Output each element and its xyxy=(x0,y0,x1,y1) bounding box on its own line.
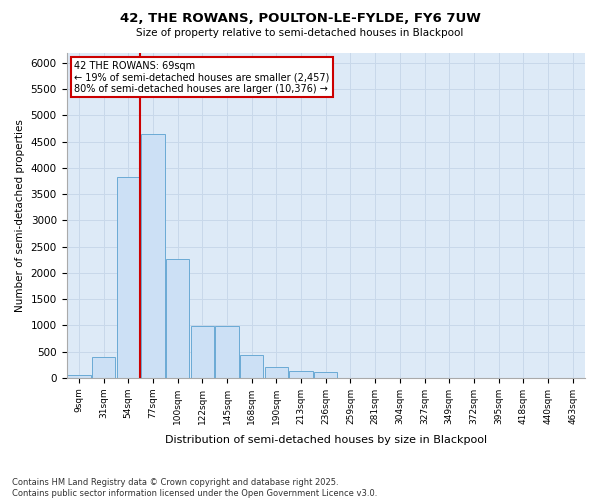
Text: Contains HM Land Registry data © Crown copyright and database right 2025.
Contai: Contains HM Land Registry data © Crown c… xyxy=(12,478,377,498)
Text: 42 THE ROWANS: 69sqm
← 19% of semi-detached houses are smaller (2,457)
80% of se: 42 THE ROWANS: 69sqm ← 19% of semi-detac… xyxy=(74,60,329,94)
Bar xyxy=(314,372,337,378)
Bar xyxy=(67,375,91,378)
Text: 42, THE ROWANS, POULTON-LE-FYLDE, FY6 7UW: 42, THE ROWANS, POULTON-LE-FYLDE, FY6 7U… xyxy=(119,12,481,26)
Bar xyxy=(265,366,288,378)
Bar xyxy=(141,134,164,378)
Bar xyxy=(92,358,115,378)
Bar xyxy=(191,326,214,378)
X-axis label: Distribution of semi-detached houses by size in Blackpool: Distribution of semi-detached houses by … xyxy=(165,435,487,445)
Bar xyxy=(240,355,263,378)
Y-axis label: Number of semi-detached properties: Number of semi-detached properties xyxy=(15,118,25,312)
Bar xyxy=(289,371,313,378)
Bar xyxy=(215,326,239,378)
Bar xyxy=(166,258,190,378)
Text: Size of property relative to semi-detached houses in Blackpool: Size of property relative to semi-detach… xyxy=(136,28,464,38)
Bar xyxy=(116,178,140,378)
